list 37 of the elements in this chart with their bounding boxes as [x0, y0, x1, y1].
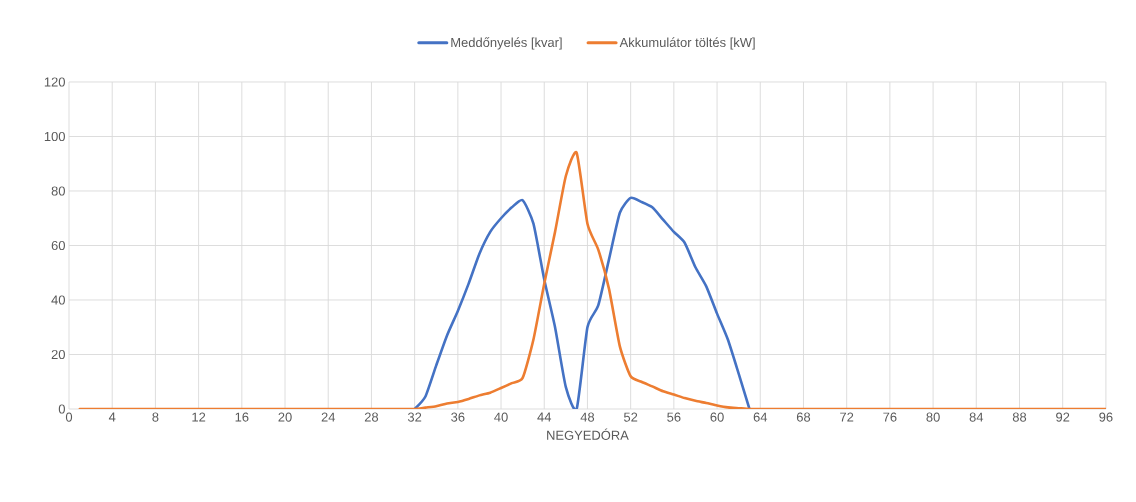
x-tick-label: 32 [407, 412, 422, 422]
x-tick-label: 76 [883, 412, 897, 422]
x-tick-label: 24 [321, 412, 336, 422]
x-tick-label: 84 [969, 412, 984, 422]
legend-label: Akkumulátor töltés [kW] [619, 37, 755, 50]
x-tick-label: 68 [796, 412, 811, 422]
x-axis-title: NEGYEDÓRA [547, 428, 629, 440]
y-tick-label: 40 [51, 295, 65, 305]
x-tick-label: 96 [1099, 412, 1113, 422]
x-tick-label: 28 [364, 412, 379, 422]
x-tick-label: 36 [451, 412, 465, 422]
x-tick-label: 44 [537, 412, 552, 422]
y-tick-label: 80 [51, 186, 65, 196]
x-tick-label: 64 [753, 412, 768, 422]
x-tick-label: 60 [710, 412, 724, 422]
y-tick-label: 60 [51, 240, 65, 251]
x-tick-label: 12 [192, 412, 206, 422]
x-tick-label: 88 [1012, 412, 1027, 422]
x-tick-label: 80 [926, 412, 940, 422]
y-tick-label: 120 [44, 77, 65, 87]
x-tick-label: 72 [840, 412, 854, 422]
legend-label: Meddőnyelés [kvar] [451, 37, 562, 50]
x-tick-label: 52 [623, 412, 638, 422]
x-tick-label: 16 [235, 412, 249, 422]
x-tick-label: 0 [65, 412, 73, 422]
y-tick-label: 0 [58, 404, 65, 414]
x-tick-label: 92 [1056, 412, 1070, 422]
x-tick-label: 40 [494, 412, 508, 422]
y-tick-label: 100 [44, 131, 65, 142]
x-tick-label: 20 [278, 412, 292, 422]
x-tick-label: 56 [667, 412, 681, 422]
y-tick-label: 20 [51, 349, 65, 360]
x-tick-label: 8 [152, 412, 159, 422]
x-tick-label: 4 [108, 412, 116, 422]
line-series [413, 196, 751, 409]
x-tick-label: 48 [580, 412, 595, 422]
line-series [78, 151, 1106, 409]
